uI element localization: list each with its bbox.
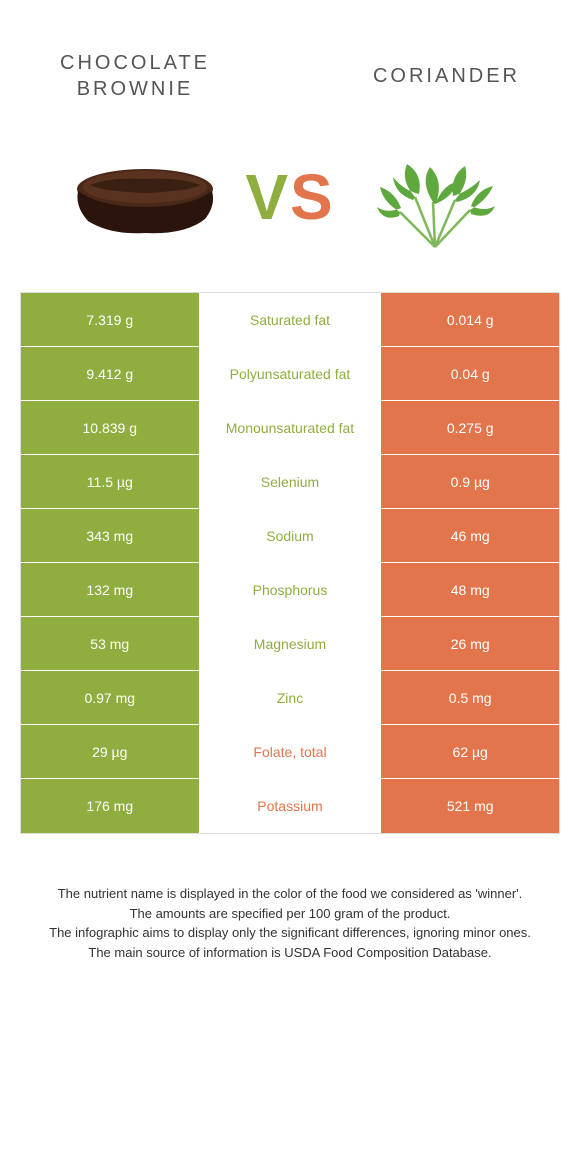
- table-row: 53 mgMagnesium26 mg: [21, 617, 559, 671]
- nutrient-label: Folate, total: [199, 725, 382, 778]
- right-value: 0.04 g: [381, 347, 559, 400]
- comparison-table: 7.319 gSaturated fat0.014 g9.412 gPolyun…: [20, 292, 560, 834]
- right-value: 0.275 g: [381, 401, 559, 454]
- title-left-line1: CHOCOLATE: [60, 52, 210, 74]
- right-value: 48 mg: [381, 563, 559, 616]
- nutrient-label: Sodium: [199, 509, 382, 562]
- right-value: 0.5 mg: [381, 671, 559, 724]
- table-row: 11.5 µgSelenium0.9 µg: [21, 455, 559, 509]
- table-row: 132 mgPhosphorus48 mg: [21, 563, 559, 617]
- vs-s: S: [290, 161, 335, 233]
- vs-v: V: [245, 161, 290, 233]
- brownie-image: [65, 142, 225, 252]
- right-value: 26 mg: [381, 617, 559, 670]
- nutrient-label: Zinc: [199, 671, 382, 724]
- nutrient-label: Selenium: [199, 455, 382, 508]
- footer-notes: The nutrient name is displayed in the co…: [0, 834, 580, 962]
- footer-line-2: The amounts are specified per 100 gram o…: [30, 904, 550, 924]
- right-value: 46 mg: [381, 509, 559, 562]
- left-value: 176 mg: [21, 779, 199, 833]
- right-value: 521 mg: [381, 779, 559, 833]
- nutrient-label: Polyunsaturated fat: [199, 347, 382, 400]
- table-row: 7.319 gSaturated fat0.014 g: [21, 293, 559, 347]
- left-value: 11.5 µg: [21, 455, 199, 508]
- nutrient-label: Magnesium: [199, 617, 382, 670]
- footer-line-1: The nutrient name is displayed in the co…: [30, 884, 550, 904]
- left-value: 0.97 mg: [21, 671, 199, 724]
- table-row: 10.839 gMonounsaturated fat0.275 g: [21, 401, 559, 455]
- left-value: 7.319 g: [21, 293, 199, 346]
- nutrient-label: Saturated fat: [199, 293, 382, 346]
- left-value: 10.839 g: [21, 401, 199, 454]
- title-left-line2: BROWNIE: [77, 78, 194, 100]
- table-row: 9.412 gPolyunsaturated fat0.04 g: [21, 347, 559, 401]
- left-value: 343 mg: [21, 509, 199, 562]
- vs-row: VS: [0, 122, 580, 292]
- brownie-icon: [70, 157, 220, 237]
- vs-label: VS: [245, 160, 334, 234]
- right-value: 62 µg: [381, 725, 559, 778]
- coriander-image: [355, 142, 515, 252]
- left-value: 9.412 g: [21, 347, 199, 400]
- right-value: 0.014 g: [381, 293, 559, 346]
- footer-line-4: The main source of information is USDA F…: [30, 943, 550, 963]
- header: CHOCOLATE BROWNIE CORIANDER: [0, 0, 580, 122]
- left-value: 29 µg: [21, 725, 199, 778]
- left-value: 53 mg: [21, 617, 199, 670]
- footer-line-3: The infographic aims to display only the…: [30, 923, 550, 943]
- right-value: 0.9 µg: [381, 455, 559, 508]
- left-value: 132 mg: [21, 563, 199, 616]
- title-right: CORIANDER: [373, 63, 520, 89]
- nutrient-label: Potassium: [199, 779, 382, 833]
- title-left: CHOCOLATE BROWNIE: [60, 50, 210, 102]
- table-row: 0.97 mgZinc0.5 mg: [21, 671, 559, 725]
- nutrient-label: Phosphorus: [199, 563, 382, 616]
- table-row: 343 mgSodium46 mg: [21, 509, 559, 563]
- table-row: 176 mgPotassium521 mg: [21, 779, 559, 833]
- nutrient-label: Monounsaturated fat: [199, 401, 382, 454]
- coriander-icon: [365, 142, 505, 252]
- table-row: 29 µgFolate, total62 µg: [21, 725, 559, 779]
